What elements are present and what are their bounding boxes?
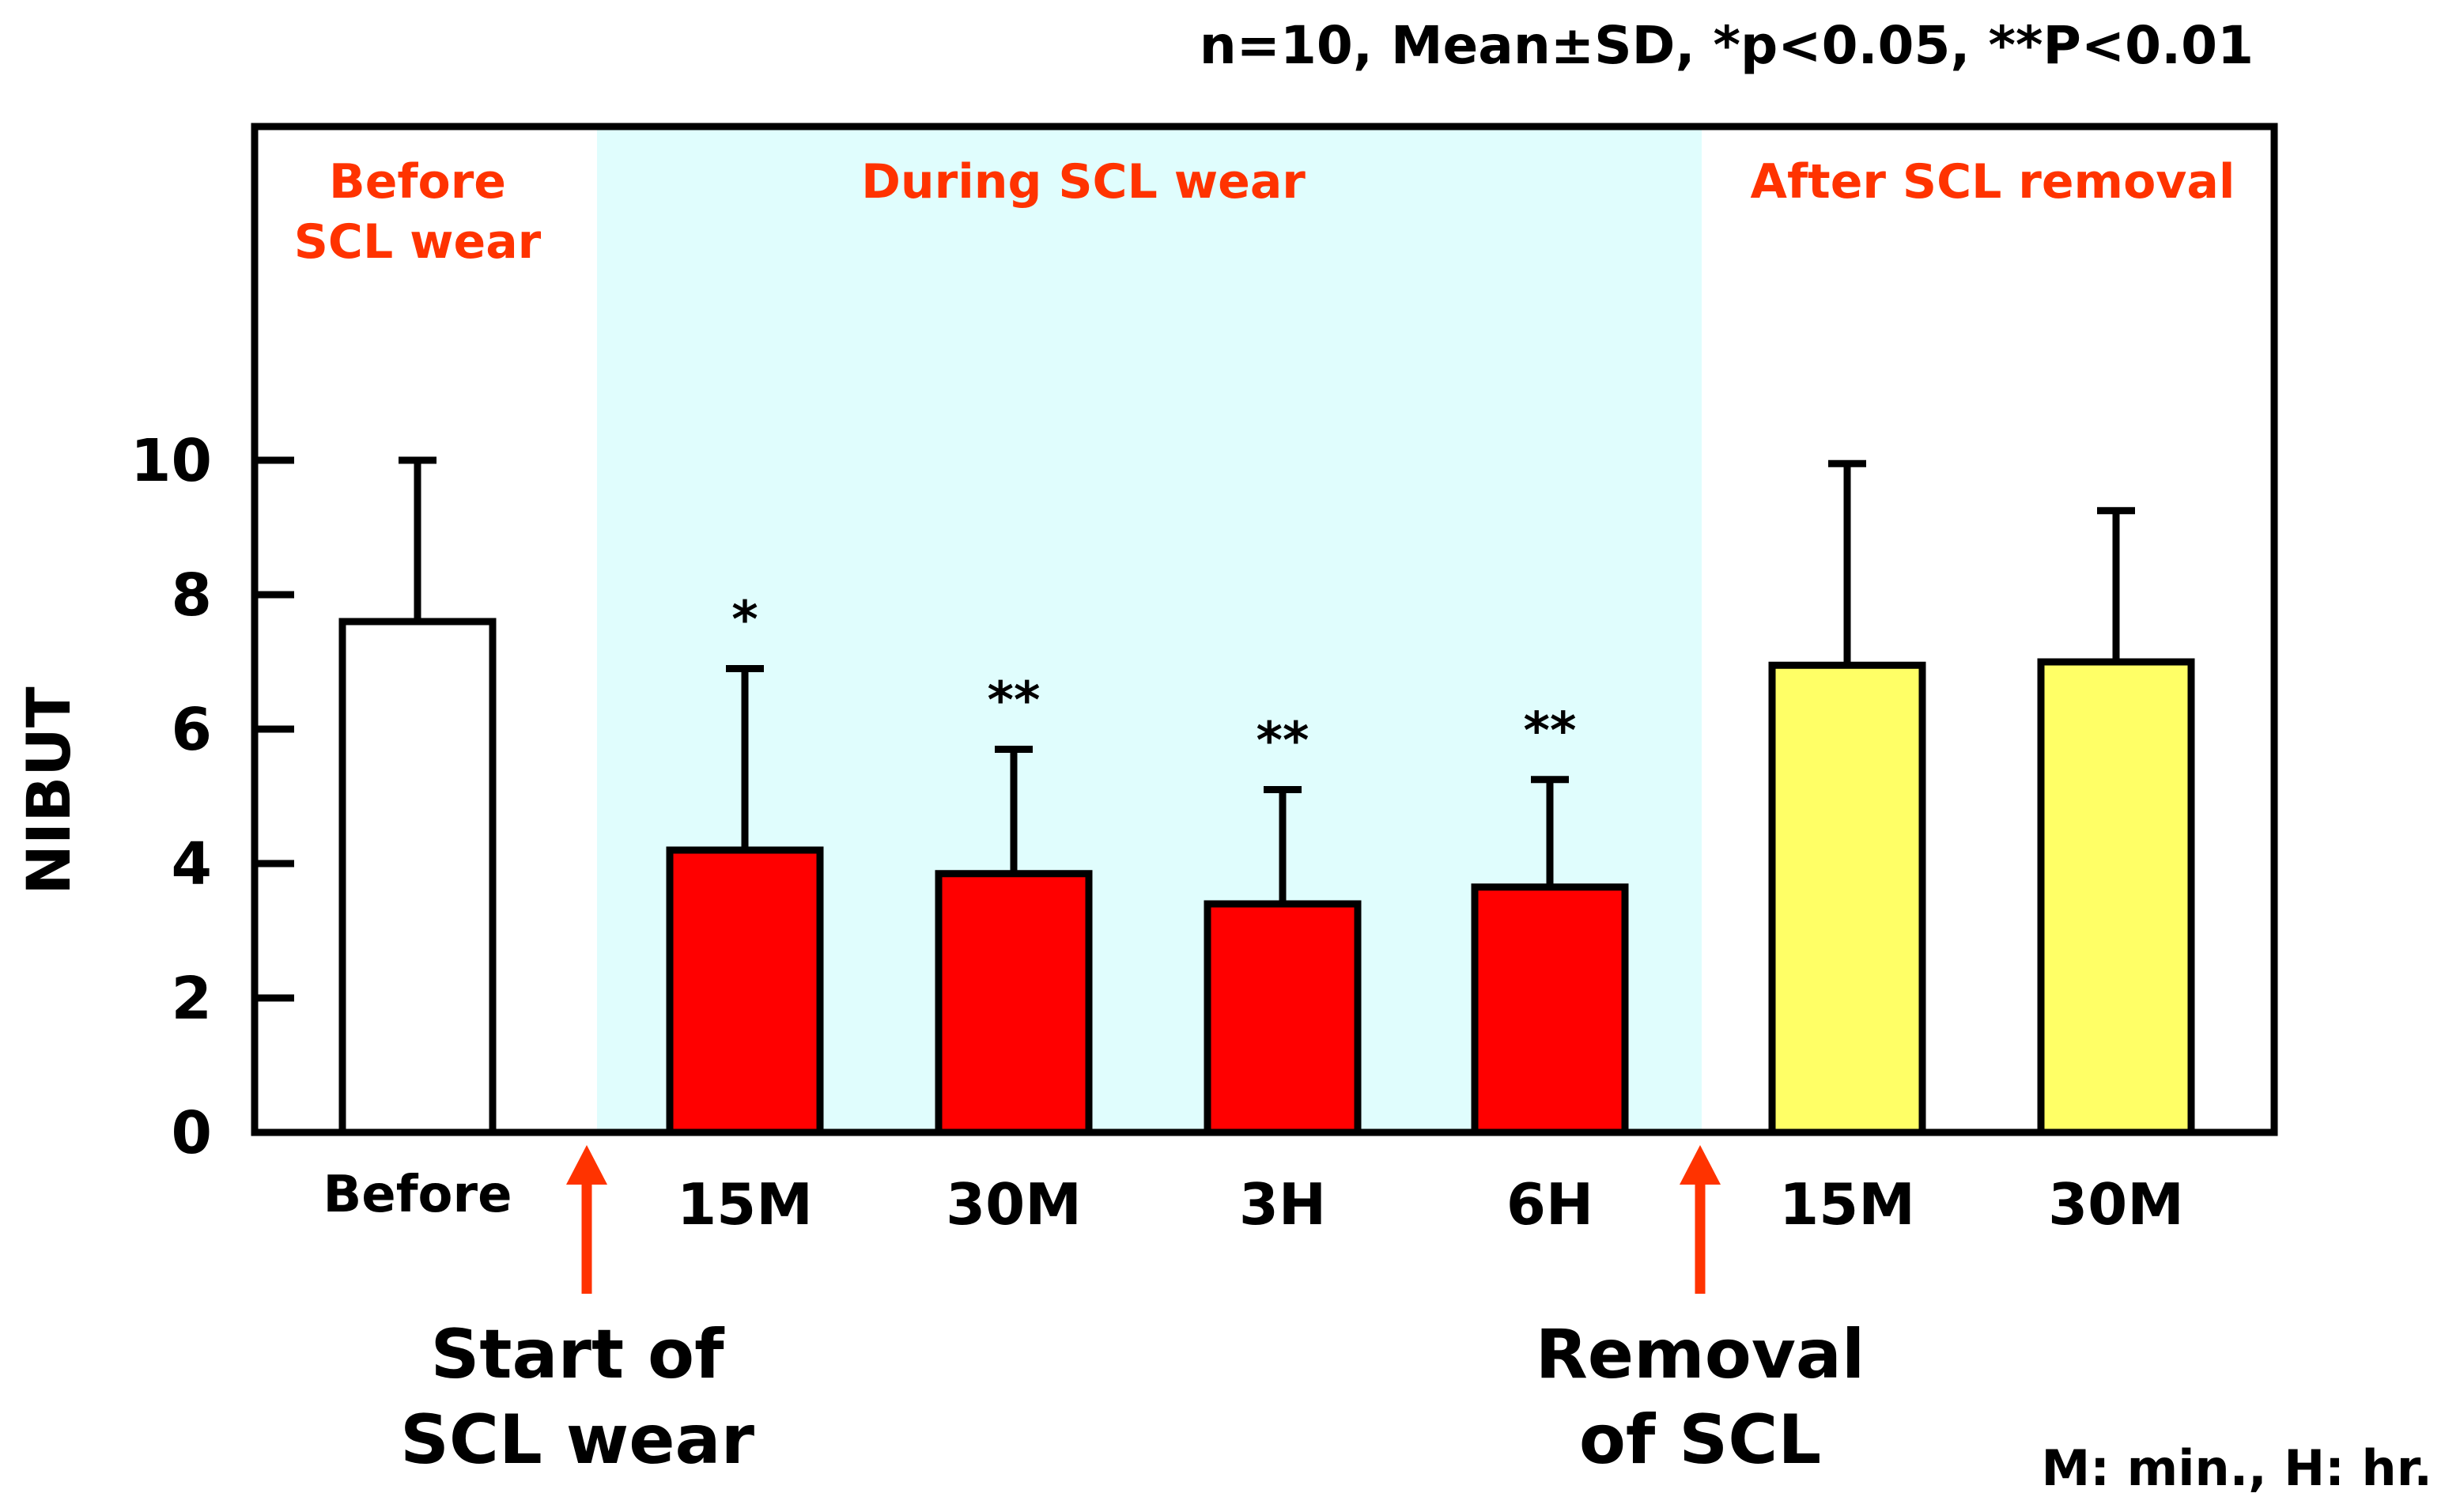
event-label: SCL wear (400, 1400, 755, 1480)
event-label: Start of (430, 1315, 725, 1394)
plot-frame (251, 123, 2278, 1136)
significance-marker: * (731, 592, 758, 650)
y-tick-label: 2 (172, 965, 213, 1033)
phase-label: Before (329, 154, 506, 210)
x-tick-label: 30M (2048, 1171, 2184, 1238)
bar (1471, 883, 1629, 1136)
significance-marker: ** (1257, 713, 1309, 771)
significance-marker: ** (1524, 702, 1577, 761)
y-tick-label: 6 (172, 696, 213, 764)
bar (935, 870, 1093, 1136)
phase-label: After SCL removal (1751, 154, 2235, 210)
bar-series (338, 618, 2195, 1136)
x-tick-label: 6H (1506, 1171, 1593, 1238)
chart-title: n=10, Mean±SD, *p<0.05, **P<0.01 (1200, 15, 2254, 76)
phase-label: During SCL wear (861, 154, 1306, 210)
y-axis-label: NIBUT (13, 686, 84, 895)
event-arrow-head (1680, 1145, 1721, 1185)
bar (2037, 658, 2195, 1136)
x-tick-label: 15M (677, 1171, 813, 1238)
x-tick-label: 15M (1779, 1171, 1915, 1238)
y-tick-label: 8 (172, 561, 213, 629)
bar (666, 846, 824, 1136)
bar (1768, 661, 1926, 1136)
significance-marker: ** (988, 672, 1041, 731)
event-arrow-head (566, 1145, 607, 1185)
y-axis-ticks: 0 2 4 6 8 10 (130, 427, 294, 1167)
bar (1204, 900, 1362, 1136)
x-tick-label: Before (323, 1166, 512, 1224)
x-tick-label: 3H (1239, 1171, 1326, 1238)
y-tick-label: 4 (172, 830, 213, 898)
significance-labels: ***** ** (731, 592, 1576, 771)
bar (338, 618, 497, 1136)
event-label: Removal (1536, 1315, 1865, 1394)
y-tick-label: 10 (130, 427, 212, 495)
x-axis-labels: Before 15M 30M 3H 6H 15M 30M (323, 1166, 2184, 1238)
event-label: of SCL (1579, 1400, 1821, 1480)
y-tick-label: 0 (172, 1099, 213, 1167)
phase-label: SCL wear (294, 214, 542, 270)
footnote: M: min., H: hr. (2042, 1439, 2432, 1497)
error-bars (399, 456, 2135, 904)
x-tick-label: 30M (946, 1171, 1082, 1238)
